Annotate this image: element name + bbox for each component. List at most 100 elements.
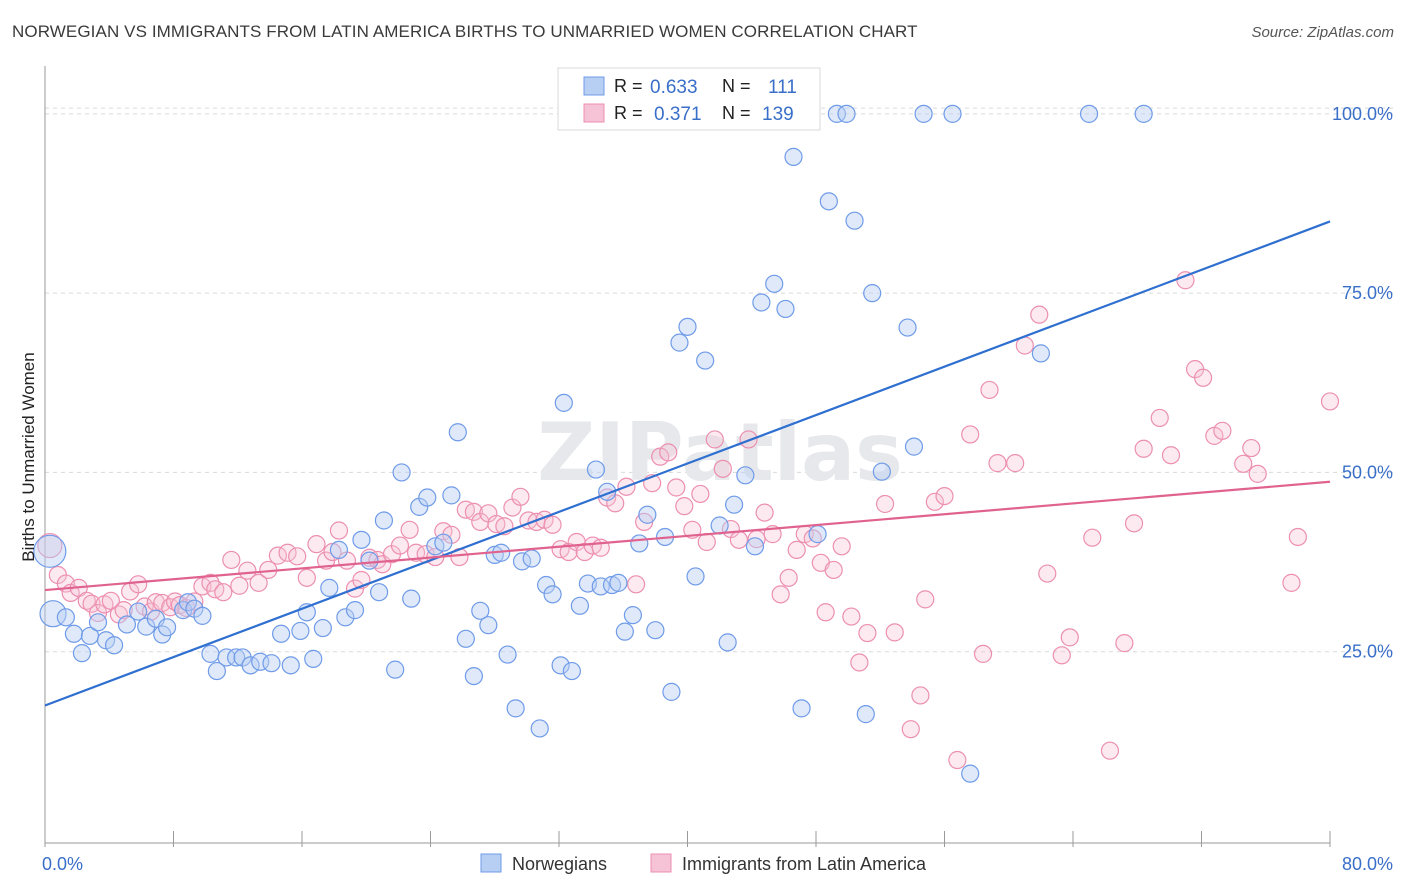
immigrants-point[interactable] bbox=[1038, 564, 1057, 583]
norwegians-point[interactable] bbox=[765, 274, 784, 293]
norwegians-point[interactable] bbox=[386, 660, 405, 679]
immigrants-point[interactable] bbox=[675, 497, 694, 516]
norwegians-point[interactable] bbox=[157, 618, 177, 637]
immigrants-point[interactable] bbox=[1124, 514, 1144, 533]
immigrants-point[interactable] bbox=[787, 540, 806, 559]
norwegians-point[interactable] bbox=[448, 423, 467, 442]
norwegians-point[interactable] bbox=[442, 486, 461, 505]
norwegians-point[interactable] bbox=[898, 318, 917, 337]
norwegians-point[interactable] bbox=[1031, 344, 1050, 363]
norwegians-point[interactable] bbox=[1134, 104, 1153, 123]
norwegians-point[interactable] bbox=[262, 654, 281, 673]
norwegians-point[interactable] bbox=[745, 537, 765, 556]
immigrants-point[interactable] bbox=[82, 594, 101, 613]
immigrants-point[interactable] bbox=[329, 521, 349, 540]
norwegians-point[interactable] bbox=[370, 583, 389, 602]
norwegians-point[interactable] bbox=[88, 613, 108, 632]
norwegians-point[interactable] bbox=[352, 530, 371, 549]
immigrants-point[interactable] bbox=[980, 380, 999, 400]
norwegians-point[interactable] bbox=[752, 293, 771, 312]
norwegians-point[interactable] bbox=[33, 534, 67, 568]
immigrants-point[interactable] bbox=[832, 537, 851, 556]
norwegians-point[interactable] bbox=[479, 616, 498, 635]
immigrants-point[interactable] bbox=[1288, 527, 1307, 547]
immigrants-point[interactable] bbox=[464, 502, 483, 521]
immigrants-point[interactable] bbox=[875, 494, 895, 514]
norwegians-point[interactable] bbox=[434, 533, 453, 552]
norwegians-point[interactable] bbox=[914, 104, 933, 123]
norwegians-point[interactable] bbox=[522, 549, 541, 568]
norwegians-point[interactable] bbox=[320, 578, 339, 597]
norwegians-point[interactable] bbox=[241, 656, 260, 675]
immigrants-point[interactable] bbox=[307, 535, 326, 554]
immigrants-point[interactable] bbox=[1320, 392, 1340, 411]
norwegians-point[interactable] bbox=[72, 644, 92, 663]
immigrants-point[interactable] bbox=[1161, 446, 1181, 465]
immigrants-point[interactable] bbox=[1052, 646, 1071, 665]
norwegians-point[interactable] bbox=[537, 575, 556, 595]
bottom-legend-swatch-norwegians[interactable] bbox=[480, 853, 502, 873]
immigrants-point[interactable] bbox=[1194, 368, 1213, 387]
norwegians-point[interactable] bbox=[961, 764, 980, 783]
norwegians-point[interactable] bbox=[586, 460, 606, 479]
immigrants-point[interactable] bbox=[1006, 454, 1025, 473]
immigrants-point[interactable] bbox=[511, 487, 530, 506]
norwegians-point[interactable] bbox=[117, 615, 137, 634]
immigrants-point[interactable] bbox=[222, 550, 241, 570]
norwegians-point[interactable] bbox=[217, 648, 236, 667]
bottom-legend-swatch-immigrants[interactable] bbox=[650, 853, 672, 873]
immigrants-point[interactable] bbox=[1134, 439, 1153, 458]
norwegians-point[interactable] bbox=[506, 699, 525, 718]
immigrants-point[interactable] bbox=[1234, 454, 1253, 473]
norwegians-point[interactable] bbox=[304, 649, 323, 668]
norwegians-point[interactable] bbox=[856, 705, 875, 724]
immigrants-point[interactable] bbox=[901, 720, 920, 739]
immigrants-point[interactable] bbox=[230, 576, 249, 595]
immigrants-point[interactable] bbox=[858, 623, 877, 643]
immigrants-point[interactable] bbox=[824, 560, 843, 580]
immigrants-point[interactable] bbox=[961, 425, 980, 444]
norwegians-point[interactable] bbox=[904, 437, 924, 456]
immigrants-point[interactable] bbox=[543, 515, 562, 534]
immigrants-point[interactable] bbox=[238, 561, 257, 580]
immigrants-point[interactable] bbox=[697, 532, 716, 552]
norwegians-point[interactable] bbox=[872, 462, 891, 481]
immigrants-point[interactable] bbox=[1248, 464, 1267, 483]
norwegians-point[interactable] bbox=[201, 644, 220, 663]
norwegians-point[interactable] bbox=[710, 516, 729, 535]
norwegians-point[interactable] bbox=[623, 606, 642, 625]
immigrants-point[interactable] bbox=[626, 575, 646, 594]
norwegians-point[interactable] bbox=[392, 463, 411, 482]
norwegians-point[interactable] bbox=[345, 601, 365, 620]
norwegians-point[interactable] bbox=[562, 661, 581, 681]
immigrants-point[interactable] bbox=[1115, 634, 1134, 653]
immigrants-point[interactable] bbox=[925, 492, 944, 511]
norwegians-point[interactable] bbox=[784, 147, 803, 166]
norwegians-point[interactable] bbox=[646, 621, 665, 640]
immigrants-point[interactable] bbox=[214, 583, 233, 602]
immigrants-point[interactable] bbox=[659, 443, 678, 462]
norwegians-point[interactable] bbox=[724, 495, 744, 514]
immigrants-point[interactable] bbox=[129, 575, 148, 594]
immigrants-point[interactable] bbox=[1083, 528, 1102, 547]
norwegians-point[interactable] bbox=[551, 656, 570, 675]
immigrants-point[interactable] bbox=[297, 568, 316, 587]
immigrants-point[interactable] bbox=[911, 686, 930, 705]
norwegians-point[interactable] bbox=[272, 624, 291, 643]
bottom-legend-norwegians[interactable]: Norwegians bbox=[512, 854, 607, 874]
immigrants-point[interactable] bbox=[288, 547, 307, 566]
immigrants-point[interactable] bbox=[729, 530, 749, 549]
immigrants-point[interactable] bbox=[1282, 573, 1301, 592]
immigrants-point[interactable] bbox=[850, 653, 869, 672]
immigrants-point[interactable] bbox=[948, 750, 967, 770]
norwegians-point[interactable] bbox=[638, 505, 657, 524]
norwegians-point[interactable] bbox=[863, 284, 882, 303]
immigrants-point[interactable] bbox=[1030, 305, 1049, 324]
norwegians-point[interactable] bbox=[776, 299, 795, 319]
immigrants-point[interactable] bbox=[1213, 421, 1232, 440]
norwegians-point[interactable] bbox=[736, 466, 755, 485]
norwegians-point[interactable] bbox=[471, 601, 490, 620]
norwegians-point[interactable] bbox=[837, 104, 856, 123]
norwegians-point[interactable] bbox=[696, 351, 715, 370]
immigrants-point[interactable] bbox=[278, 543, 297, 562]
